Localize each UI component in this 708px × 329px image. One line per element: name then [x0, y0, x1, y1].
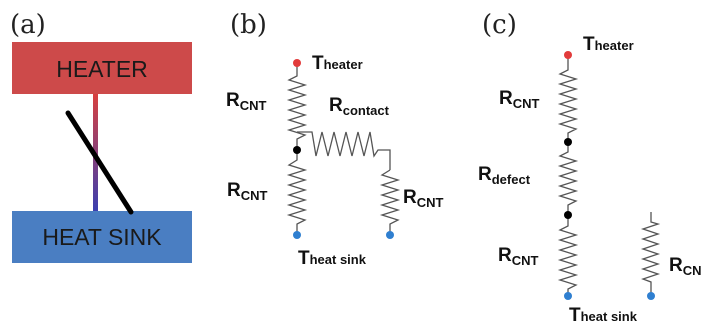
label-r-cnt-top: RCNT	[226, 90, 267, 113]
node-junction-lower	[564, 211, 572, 219]
heatsink-label: HEAT SINK	[42, 224, 162, 250]
node-junction	[293, 146, 301, 154]
heatsink-box	[12, 211, 192, 263]
resistor-r-defect	[557, 142, 579, 215]
label-r-contact: Rcontact	[329, 95, 390, 118]
label-t-heater: Theater	[583, 34, 634, 55]
panel-c: (c) Theater RCNT Rdefect RCNT RCN Theat …	[478, 10, 702, 326]
node-junction-upper	[564, 138, 572, 146]
label-t-heatsink: Theat sink	[569, 305, 638, 326]
panel-b: (b) Theater RCNT Rcontact RCNT RCNT Thea…	[226, 10, 444, 269]
panel-b-label: (b)	[230, 10, 267, 40]
node-heatsink-right	[647, 292, 655, 300]
resistor-r-cnt-top	[557, 56, 579, 142]
label-r-cnt-bottom: RCNT	[498, 245, 539, 268]
panel-a: (a) HEATER HEAT SINK	[10, 10, 192, 263]
label-r-cnt-bottom: RCNT	[227, 180, 268, 203]
resistor-r-contact	[297, 131, 391, 170]
node-heater	[293, 59, 301, 67]
heater-box	[12, 42, 192, 94]
label-t-heatsink: Theat sink	[298, 248, 367, 269]
label-r-cnt-right: RCN	[669, 255, 702, 278]
node-heater	[564, 51, 572, 59]
panel-a-label: (a)	[10, 10, 46, 40]
node-heatsink-left	[293, 231, 301, 239]
resistor-r-cnt-bottom	[557, 215, 579, 296]
crossing-cnt-line	[65, 110, 134, 215]
node-heatsink-left	[564, 292, 572, 300]
resistor-r-cnt-right	[379, 169, 401, 235]
label-r-cnt-right: RCNT	[403, 187, 444, 210]
node-heatsink-right	[386, 231, 394, 239]
label-r-defect: Rdefect	[478, 164, 531, 187]
label-r-cnt-top: RCNT	[499, 88, 540, 111]
label-t-heater: Theater	[312, 53, 363, 74]
heater-label: HEATER	[56, 56, 148, 82]
resistor-r-cnt-top	[286, 64, 308, 150]
resistor-r-cnt-bottom	[286, 150, 308, 235]
panel-c-label: (c)	[482, 10, 517, 40]
resistor-r-cnt-right	[640, 212, 661, 296]
